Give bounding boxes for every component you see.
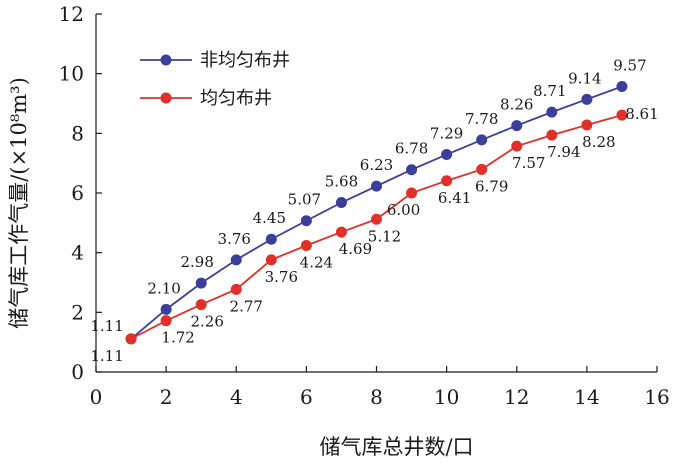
series-1-data-label: 4.69 [339, 240, 372, 258]
series-0-point [476, 134, 488, 146]
data-labels: 1.112.102.983.764.455.075.686.236.787.29… [90, 56, 658, 364]
y-tick-label: 8 [71, 121, 84, 145]
series-0-data-label: 8.71 [533, 82, 566, 100]
series-1-point [511, 140, 523, 152]
x-tick-label: 8 [370, 385, 383, 409]
series-1-point [265, 254, 277, 266]
series-0-data-label: 5.07 [288, 191, 321, 209]
x-axis-label: 储气库总井数/口 [319, 435, 473, 459]
series-1-data-label: 6.41 [438, 189, 471, 207]
y-tick-label: 4 [71, 241, 84, 265]
series-0-data-label: 2.98 [180, 253, 213, 271]
x-tick-label: 0 [90, 385, 103, 409]
series-0-point [581, 93, 593, 105]
series-1-data-label: 1.72 [161, 329, 194, 347]
series-0-point [195, 277, 207, 289]
series-1-point [546, 129, 558, 141]
series-0-point [265, 233, 277, 245]
x-tick-label: 2 [160, 385, 173, 409]
series-1-point [441, 175, 453, 187]
legend-label-0: 非均匀布井 [200, 50, 290, 71]
series-1-data-label: 4.24 [300, 254, 333, 272]
y-axis-label: 储气库工作气量/(×10⁸m³) [7, 77, 31, 329]
legend-label-1: 均匀布井 [200, 88, 272, 109]
series-0-data-label: 1.11 [90, 317, 123, 335]
series-1-point [335, 226, 347, 238]
series-0-data-label: 9.14 [568, 69, 601, 87]
series-1-point [160, 315, 172, 327]
series-0-data-label: 8.26 [500, 96, 533, 114]
series-1-point [300, 240, 312, 252]
series-1-data-label: 7.94 [547, 143, 580, 161]
series-0-data-label: 7.78 [465, 110, 498, 128]
legend-marker-1 [160, 92, 172, 104]
x-tick-label: 4 [230, 385, 243, 409]
series-1-data-label: 6.00 [387, 201, 420, 219]
series-1-point [125, 333, 137, 345]
series-1-point [195, 299, 207, 311]
series-1-point [406, 187, 418, 199]
x-tick-label: 10 [434, 385, 459, 409]
y-tick-label: 2 [71, 300, 84, 324]
x-tick-label: 6 [300, 385, 313, 409]
series-0-point [511, 120, 523, 132]
series-0-data-label: 3.76 [218, 230, 251, 248]
series-0-data-label: 6.78 [395, 140, 428, 158]
series-0-point [616, 80, 628, 92]
series-1-point [581, 119, 593, 131]
series-0-point [406, 164, 418, 176]
series-1-point [371, 213, 382, 225]
series-0-point [371, 180, 382, 192]
series-1-data-label: 5.12 [368, 227, 401, 245]
series-1-data-label: 1.11 [90, 347, 123, 365]
series-0-data-label: 5.68 [325, 173, 358, 191]
series-1-data-label: 6.79 [475, 177, 508, 195]
series-1-data-label: 7.57 [512, 154, 545, 172]
x-tick-label: 16 [644, 385, 669, 409]
series-1-data-label: 2.77 [230, 297, 263, 315]
series-0-point [230, 254, 242, 266]
y-tick-label: 10 [59, 62, 84, 86]
series-0-point [546, 106, 558, 118]
series-1-point [616, 109, 628, 121]
series-0-point [300, 215, 312, 227]
x-tick-label: 12 [504, 385, 529, 409]
series-0-data-label: 6.23 [360, 156, 393, 174]
series-0-data-label: 4.45 [253, 209, 286, 227]
series-1-data-label: 8.61 [625, 105, 658, 123]
series-0-data-label: 2.10 [147, 279, 180, 297]
axes: 0 2 4 6 8 10 12 0 2 4 6 8 10 12 14 16 [59, 2, 670, 409]
series-1-data-label: 8.28 [582, 133, 615, 151]
legend-marker-0 [160, 54, 172, 66]
series-1-data-label: 3.76 [265, 268, 298, 286]
y-tick-label: 0 [71, 360, 84, 384]
x-tick-label: 14 [574, 385, 599, 409]
series-0-data-label: 7.29 [430, 125, 463, 143]
series-0-point [441, 149, 453, 161]
series-0-data-label: 9.57 [613, 56, 646, 74]
series-layer [125, 80, 628, 345]
series-1-point [230, 283, 242, 295]
series-0-point [160, 303, 172, 315]
y-tick-label: 6 [71, 181, 84, 205]
y-tick-label: 12 [59, 2, 84, 26]
series-1-point [476, 163, 488, 175]
series-0-point [335, 197, 347, 209]
series-1-data-label: 2.26 [190, 313, 223, 331]
